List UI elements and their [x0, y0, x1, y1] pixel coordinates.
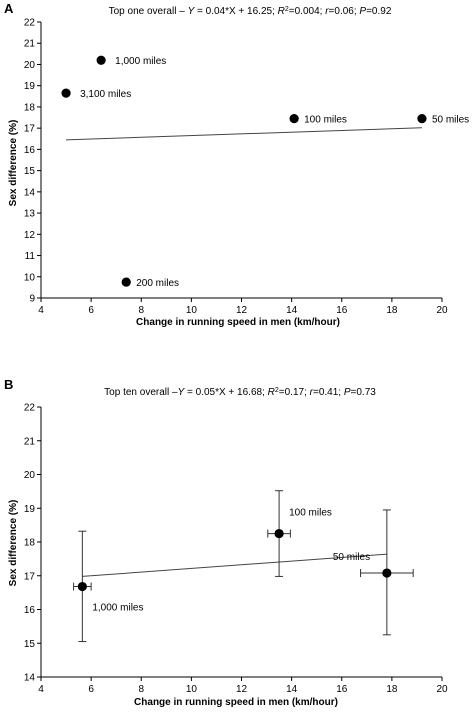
- regression-line: [66, 127, 422, 141]
- y-tick-label: 13: [24, 209, 36, 220]
- x-tick-label: 10: [186, 305, 198, 316]
- y-axis-label: Sex difference (%): [8, 120, 19, 207]
- x-tick-label: 8: [138, 684, 144, 695]
- x-tick-label: 16: [336, 305, 348, 316]
- x-tick-label: 18: [386, 305, 398, 316]
- x-tick-label: 4: [38, 305, 44, 316]
- y-tick-label: 10: [24, 272, 36, 283]
- data-point-label: 50 miles: [432, 115, 469, 126]
- x-tick-label: 18: [386, 684, 398, 695]
- y-tick-label: 16: [24, 145, 36, 156]
- y-tick-label: 22: [24, 403, 36, 414]
- y-tick-label: 21: [24, 436, 36, 447]
- y-tick-label: 15: [24, 166, 36, 177]
- x-tick-label: 14: [286, 684, 298, 695]
- data-point-label: 1,000 miles: [115, 56, 166, 67]
- data-point-label: 100 miles: [289, 508, 332, 519]
- chart-title: Top ten overall –Y = 0.05*X + 16.68; R2=…: [104, 387, 376, 399]
- data-point-label: 1,000 miles: [92, 603, 143, 614]
- x-tick-label: 6: [88, 684, 94, 695]
- x-tick-label: 16: [336, 684, 348, 695]
- y-tick-label: 18: [24, 102, 36, 113]
- data-point: [417, 114, 427, 124]
- y-tick-label: 12: [24, 230, 36, 241]
- y-tick-label: 11: [25, 251, 36, 262]
- data-point-label: 50 miles: [333, 552, 370, 563]
- y-tick-label: 14: [24, 187, 36, 198]
- data-point: [274, 528, 284, 539]
- data-point: [121, 277, 131, 287]
- data-point-label: 100 miles: [304, 115, 347, 126]
- data-point: [61, 88, 71, 98]
- x-tick-label: 4: [38, 684, 44, 695]
- x-tick-label: 20: [436, 305, 448, 316]
- x-tick-label: 12: [236, 684, 248, 695]
- y-tick-label: 17: [24, 571, 36, 582]
- y-tick-label: 22: [24, 18, 36, 29]
- y-axis-label: Sex difference (%): [8, 500, 19, 587]
- data-point: [77, 581, 87, 592]
- y-tick-label: 20: [24, 60, 36, 71]
- data-point: [96, 55, 106, 65]
- data-point-label: 200 miles: [136, 278, 179, 289]
- x-axis-label: Change in running speed in men (km/hour): [136, 317, 340, 328]
- x-tick-label: 10: [186, 684, 198, 695]
- chart-title: Top one overall – Y = 0.04*X + 16.25; R2…: [109, 6, 392, 18]
- y-tick-label: 14: [24, 673, 36, 684]
- y-tick-label: 19: [24, 504, 36, 515]
- y-tick-label: 21: [24, 39, 36, 50]
- x-axis-label: Change in running speed in men (km/hour): [134, 697, 338, 708]
- x-tick-label: 6: [88, 305, 94, 316]
- panel-letter: A: [4, 1, 14, 16]
- y-tick-label: 19: [24, 81, 36, 92]
- x-tick-label: 12: [236, 305, 248, 316]
- y-tick-label: 16: [24, 605, 36, 616]
- panel-a: A Top one overall – Y = 0.04*X + 16.25; …: [4, 1, 469, 328]
- y-tick-label: 17: [24, 124, 36, 135]
- y-tick-label: 20: [24, 470, 36, 481]
- regression-line: [82, 553, 387, 577]
- data-point: [382, 568, 392, 578]
- y-tick-label: 9: [29, 294, 35, 305]
- panel-letter: B: [4, 377, 13, 392]
- x-tick-label: 14: [286, 305, 298, 316]
- data-point: [289, 114, 299, 124]
- y-tick-label: 15: [24, 639, 36, 650]
- x-tick-label: 8: [138, 305, 144, 316]
- data-point-label: 3,100 miles: [80, 89, 131, 100]
- x-tick-label: 20: [436, 684, 448, 695]
- y-tick-label: 18: [24, 538, 36, 549]
- panel-b: B Top ten overall –Y = 0.05*X + 16.68; R…: [4, 377, 448, 708]
